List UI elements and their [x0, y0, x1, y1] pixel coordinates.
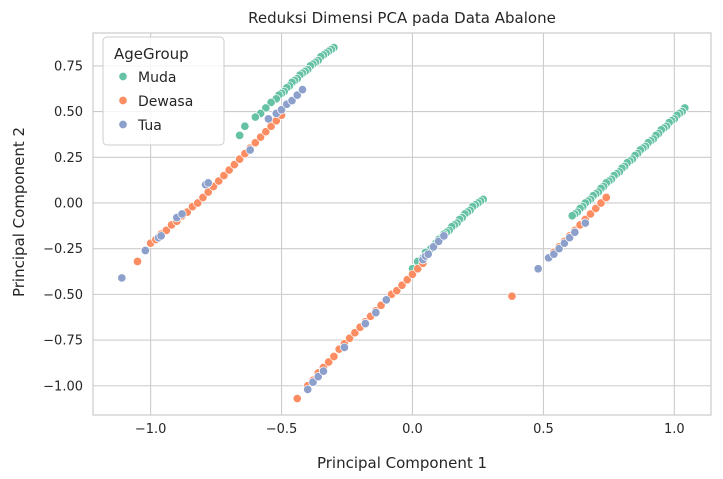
- data-point-dewasa: [324, 357, 334, 367]
- data-point-tua: [533, 264, 543, 274]
- data-point-dewasa: [376, 300, 386, 310]
- data-point-tua: [580, 218, 590, 228]
- data-point-tua: [423, 249, 433, 259]
- data-point-tua: [177, 209, 187, 219]
- data-point-tua: [339, 342, 349, 352]
- data-point-tua: [203, 178, 213, 188]
- tick-labels: −1.0 −0.5 0.0 0.5 1.0 −1.00 −0.75 −0.50 −0.25 0.0…: [43, 59, 685, 437]
- series-tua: [117, 85, 590, 394]
- data-point-tua: [313, 372, 323, 382]
- x-tick-label: 1.0: [664, 422, 685, 437]
- series-muda: [235, 43, 690, 274]
- data-point-tua: [156, 231, 166, 241]
- legend-box: [102, 36, 225, 146]
- legend-marker-muda: [118, 71, 128, 82]
- data-point-dewasa: [198, 192, 208, 203]
- legend-marker-dewasa: [118, 95, 128, 106]
- data-point-dewasa: [350, 328, 360, 338]
- data-point-dewasa: [292, 394, 302, 404]
- data-point-dewasa: [585, 209, 596, 219]
- y-tick-label: −0.25: [43, 242, 83, 257]
- data-point-muda: [235, 130, 245, 140]
- plot-border: [92, 32, 712, 416]
- data-point-dewasa: [235, 154, 245, 164]
- y-tick-label: 0.25: [54, 151, 83, 166]
- data-point-tua: [297, 85, 308, 95]
- data-point-tua: [428, 242, 438, 252]
- data-point-tua: [371, 308, 381, 318]
- legend-label-tua: Tua: [137, 118, 162, 134]
- data-point-dewasa: [413, 264, 423, 274]
- legend-label-muda: Muda: [138, 70, 176, 86]
- data-point-dewasa: [161, 225, 171, 235]
- y-tick-label: 0.75: [54, 59, 83, 74]
- data-point-tua: [554, 244, 564, 254]
- data-point-dewasa: [219, 171, 229, 181]
- series-dewasa: [132, 110, 611, 404]
- data-point-muda: [567, 211, 577, 221]
- data-point-muda: [250, 112, 260, 122]
- y-tick-label: 0.50: [54, 105, 83, 120]
- data-point-dewasa: [224, 165, 234, 175]
- data-point-tua: [287, 96, 297, 106]
- x-tick-label: 0.0: [402, 422, 423, 437]
- data-point-tua: [439, 231, 449, 241]
- data-point-muda: [240, 121, 250, 131]
- data-point-tua: [565, 233, 575, 243]
- data-point-dewasa: [256, 132, 266, 142]
- legend: AgeGroup Muda Dewasa Tua: [102, 36, 225, 146]
- data-point-dewasa: [214, 176, 224, 186]
- legend-entries: Muda Dewasa Tua: [118, 70, 193, 134]
- data-point-dewasa: [591, 203, 601, 214]
- data-point-dewasa: [329, 351, 339, 362]
- data-point-tua: [245, 145, 255, 155]
- data-point-dewasa: [229, 160, 239, 170]
- data-point-dewasa: [392, 286, 402, 296]
- data-point-dewasa: [601, 192, 611, 203]
- data-point-tua: [434, 236, 444, 246]
- chart-title: Reduksi Dimensi PCA pada Data Abalone: [248, 9, 556, 27]
- data-point-tua: [140, 245, 150, 256]
- x-tick-label: 0.5: [533, 422, 554, 437]
- data-point-dewasa: [261, 127, 271, 137]
- data-point-dewasa: [345, 333, 355, 343]
- data-point-tua: [360, 319, 370, 329]
- data-point-muda: [266, 97, 276, 108]
- y-axis-title: Principal Component 2: [10, 127, 28, 297]
- data-point-muda: [261, 103, 271, 113]
- data-point-dewasa: [397, 280, 407, 290]
- y-tick-label: −1.00: [43, 379, 83, 394]
- data-point-tua: [292, 90, 302, 100]
- data-point-dewasa: [402, 275, 412, 285]
- data-point-dewasa: [596, 198, 606, 208]
- data-points: [117, 43, 690, 404]
- y-tick-label: −0.75: [43, 334, 83, 349]
- plot-frame: [92, 32, 712, 416]
- legend-label-dewasa: Dewasa: [138, 94, 193, 110]
- data-point-tua: [117, 273, 127, 283]
- data-point-tua: [276, 105, 287, 115]
- y-tick-label: −0.50: [43, 288, 83, 303]
- data-point-dewasa: [193, 198, 203, 208]
- data-point-dewasa: [507, 291, 517, 301]
- legend-marker-tua: [118, 119, 128, 130]
- data-point-tua: [303, 384, 313, 394]
- data-point-tua: [263, 114, 273, 124]
- legend-title: AgeGroup: [114, 45, 189, 63]
- data-point-dewasa: [407, 269, 418, 279]
- data-point-tua: [381, 295, 391, 305]
- data-point-tua: [318, 366, 328, 376]
- data-point-tua: [570, 227, 580, 237]
- x-tick-label: −0.5: [266, 422, 298, 437]
- x-tick-label: −1.0: [135, 422, 167, 437]
- data-point-tua: [308, 377, 318, 387]
- data-point-dewasa: [132, 256, 143, 267]
- data-point-tua: [549, 249, 559, 259]
- data-point-dewasa: [250, 138, 260, 148]
- y-tick-label: 0.00: [54, 196, 83, 211]
- data-point-tua: [559, 238, 569, 248]
- x-axis-title: Principal Component 1: [317, 454, 487, 472]
